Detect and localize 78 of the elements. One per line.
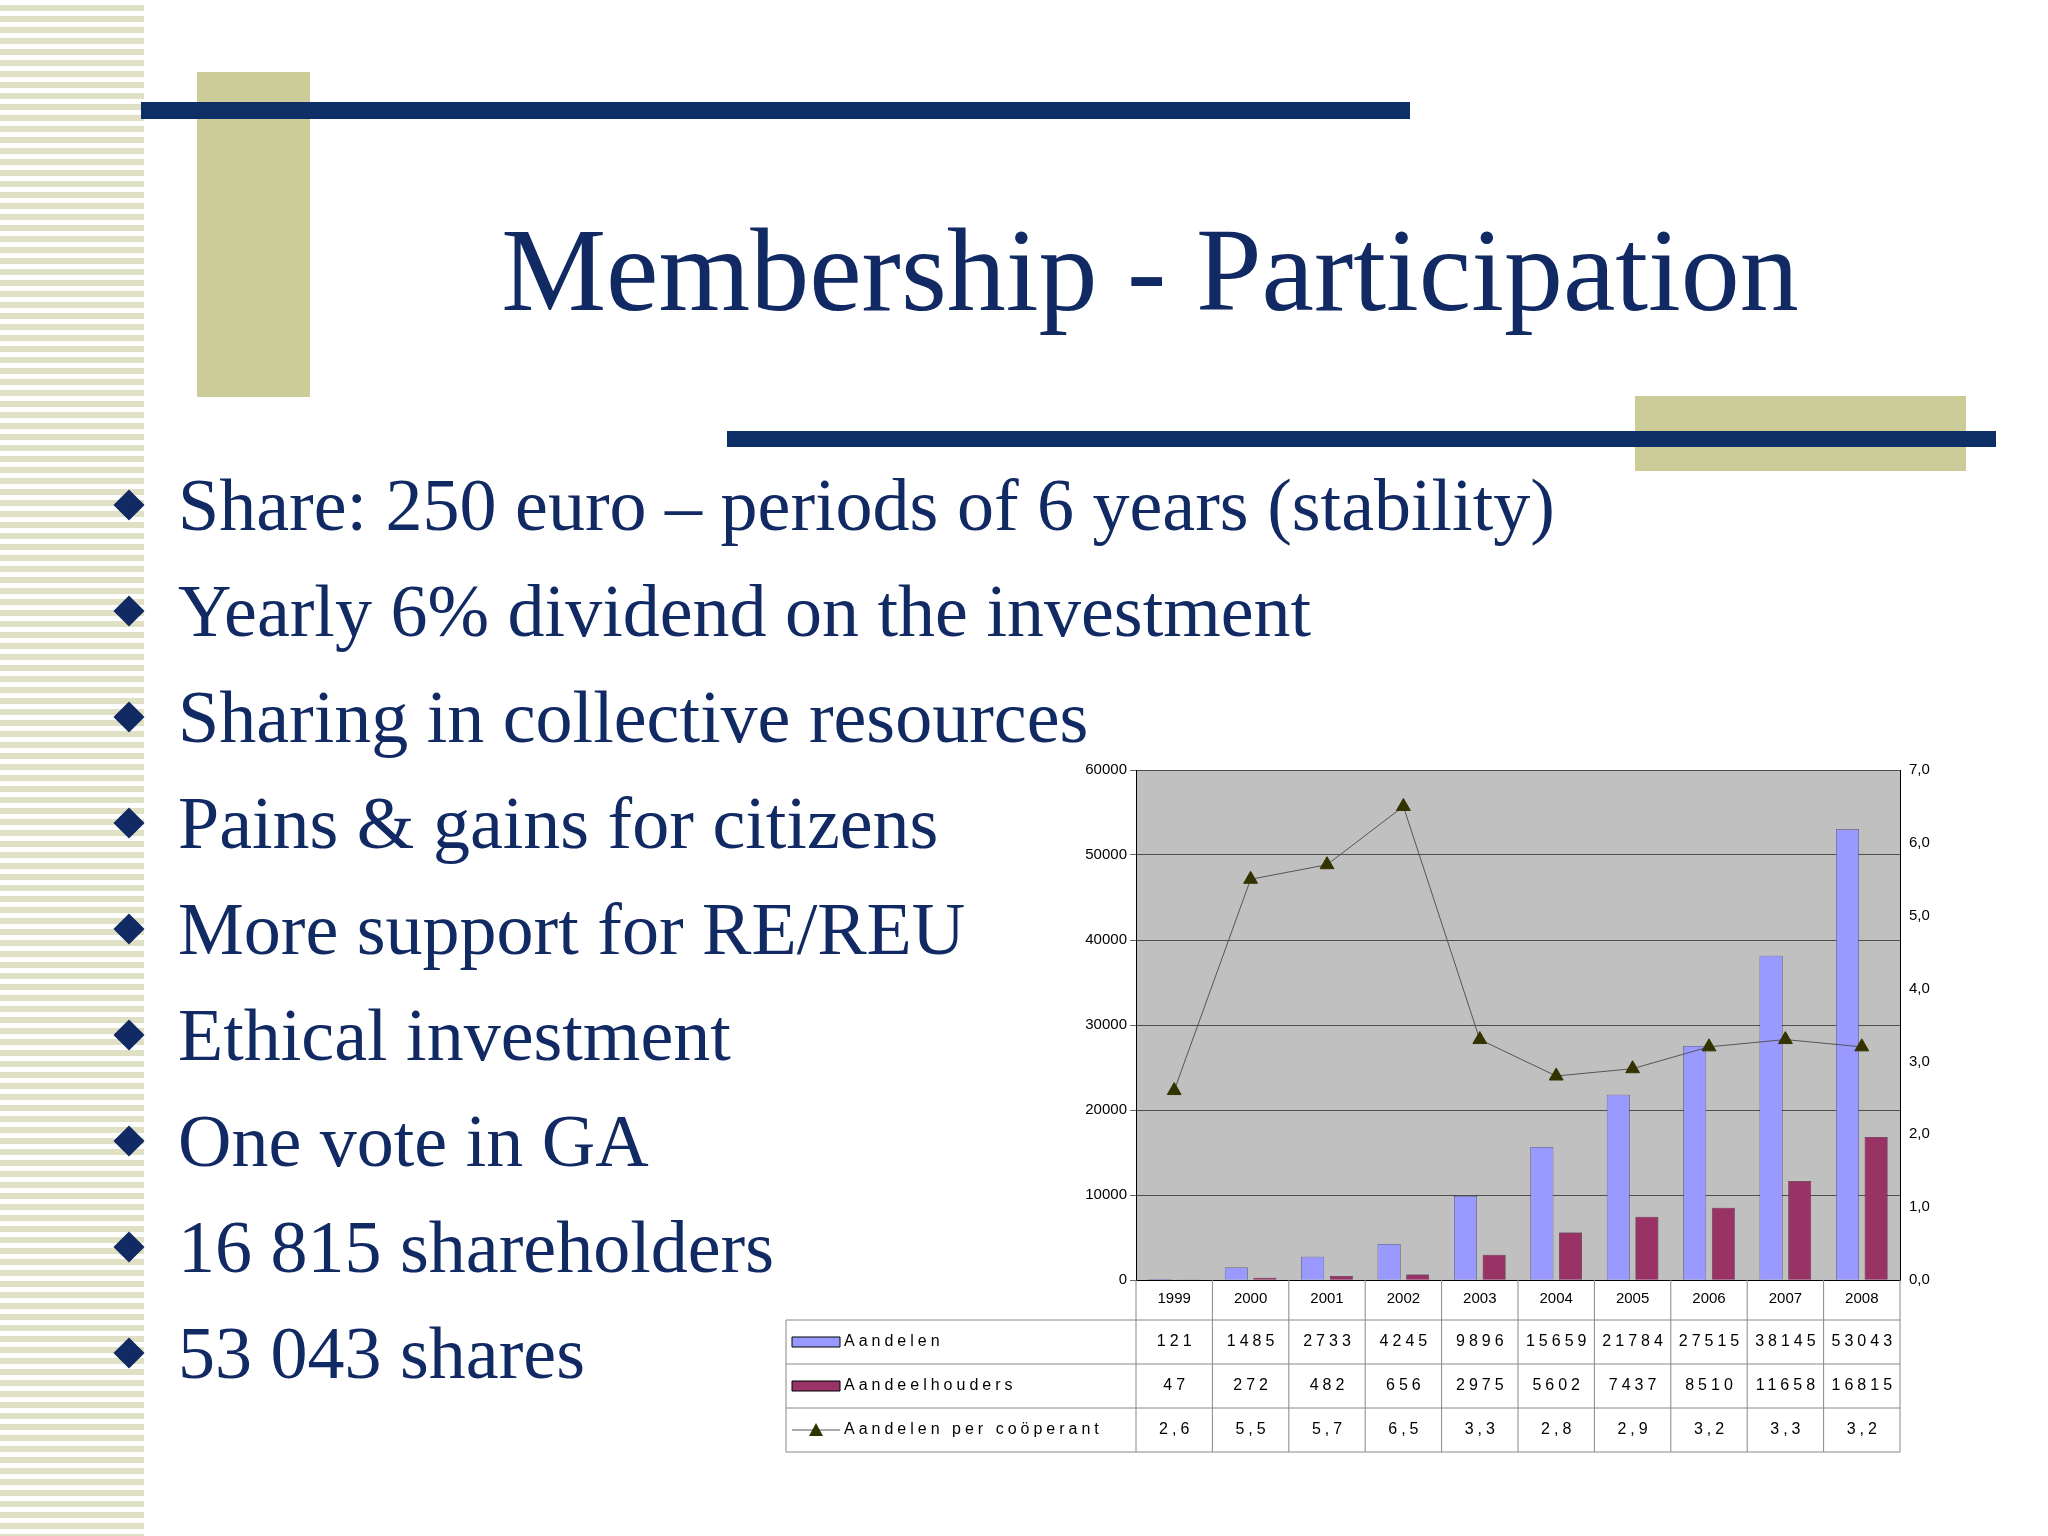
x-tick-label: 1999 xyxy=(1157,1289,1191,1307)
y-tick-label: 0 xyxy=(1118,1270,1127,1288)
data-label: 2733 xyxy=(1303,1332,1355,1350)
text: More support for RE/REU xyxy=(178,887,966,972)
data-label: 3,2 xyxy=(1693,1420,1729,1438)
data-label: 4245 xyxy=(1379,1332,1432,1350)
data-label: 1485 xyxy=(1226,1332,1279,1350)
legend-label: Aandelen xyxy=(844,1332,944,1350)
y2-tick-label: 7,0 xyxy=(1909,760,1930,778)
text: One vote in GA xyxy=(178,1099,649,1184)
x-tick-label: 2004 xyxy=(1539,1289,1573,1307)
point xyxy=(1395,797,1411,811)
data-label: 3,2 xyxy=(1846,1420,1881,1438)
data-label: 53043 xyxy=(1831,1332,1897,1350)
x-tick-label: 2002 xyxy=(1386,1289,1421,1307)
point xyxy=(1243,870,1259,884)
data-label: 15659 xyxy=(1525,1332,1591,1350)
data-label: 5,7 xyxy=(1311,1420,1347,1438)
data-label: 5,5 xyxy=(1235,1420,1270,1438)
y2-tick-label: 0,0 xyxy=(1909,1270,1930,1288)
data-label: 2975 xyxy=(1456,1376,1508,1394)
data-label: 121 xyxy=(1156,1332,1196,1350)
text: 16 815 shareholders xyxy=(178,1205,774,1290)
text: 53 043 shares xyxy=(178,1311,585,1396)
x-tick-label: 2003 xyxy=(1463,1289,1497,1307)
point xyxy=(1854,1038,1870,1052)
x-tick-label: 2000 xyxy=(1233,1289,1268,1307)
chart-title: Membership - Participation xyxy=(500,204,1800,338)
y2-tick-label: 4,0 xyxy=(1909,978,1930,996)
legend-label: Aandelen per coöperant xyxy=(844,1420,1103,1438)
data-label: 38145 xyxy=(1755,1332,1820,1350)
point xyxy=(1701,1038,1717,1052)
data-label: 272 xyxy=(1233,1376,1272,1394)
data-label: 9896 xyxy=(1456,1332,1508,1350)
data-label: 21784 xyxy=(1602,1332,1667,1350)
y2-tick-label: 5,0 xyxy=(1909,905,1930,923)
data-label: 11658 xyxy=(1755,1376,1820,1394)
data-label: 3,3 xyxy=(1464,1420,1499,1438)
x-tick-label: 2007 xyxy=(1768,1289,1803,1307)
y-tick-label: 30000 xyxy=(1085,1015,1127,1033)
data-label: 7437 xyxy=(1608,1376,1661,1394)
data-label: 656 xyxy=(1386,1376,1425,1394)
y-tick-label: 10000 xyxy=(1085,1185,1127,1203)
y-tick-label: 20000 xyxy=(1085,1100,1127,1118)
data-label: 5602 xyxy=(1532,1376,1584,1394)
x-tick-label: 2005 xyxy=(1615,1289,1650,1307)
text: Sharing in collective resources xyxy=(178,675,1089,760)
data-label: 8510 xyxy=(1685,1376,1737,1394)
x-tick-label: 2008 xyxy=(1845,1289,1879,1307)
data-label: 2,9 xyxy=(1617,1420,1652,1438)
data-label: 2,8 xyxy=(1541,1420,1576,1438)
y2-tick-label: 2,0 xyxy=(1909,1124,1930,1142)
data-label: 482 xyxy=(1309,1376,1349,1394)
x-tick-label: 2006 xyxy=(1692,1289,1726,1307)
point xyxy=(1166,1082,1182,1096)
y-tick-label: 50000 xyxy=(1085,845,1127,863)
data-label: 47 xyxy=(1163,1376,1190,1394)
legend-label: Aandeelhouders xyxy=(844,1376,1017,1394)
y-tick-label: 40000 xyxy=(1085,930,1127,948)
data-label: 3,3 xyxy=(1770,1420,1805,1438)
point xyxy=(1625,1060,1641,1074)
point xyxy=(1777,1031,1793,1045)
data-label: 27515 xyxy=(1678,1332,1744,1350)
text: Share: 250 euro – periods of 6 years (stability) xyxy=(178,463,1555,548)
y2-tick-label: 6,0 xyxy=(1909,833,1930,850)
point xyxy=(1548,1067,1564,1081)
point xyxy=(1472,1031,1488,1045)
text: Ethical investment xyxy=(178,993,731,1078)
y2-tick-label: 3,0 xyxy=(1909,1051,1930,1069)
data-label: 6,5 xyxy=(1388,1420,1423,1438)
y-tick-label: 60000 xyxy=(1085,760,1127,778)
y2-tick-label: 1,0 xyxy=(1909,1197,1930,1215)
point xyxy=(1319,856,1335,870)
text: Pains & gains for citizens xyxy=(178,781,939,866)
x-tick-label: 2001 xyxy=(1310,1289,1344,1307)
data-label: 2,6 xyxy=(1159,1420,1194,1438)
text: Yearly 6% dividend on the investment xyxy=(178,569,1312,654)
data-label: 16815 xyxy=(1831,1376,1897,1394)
